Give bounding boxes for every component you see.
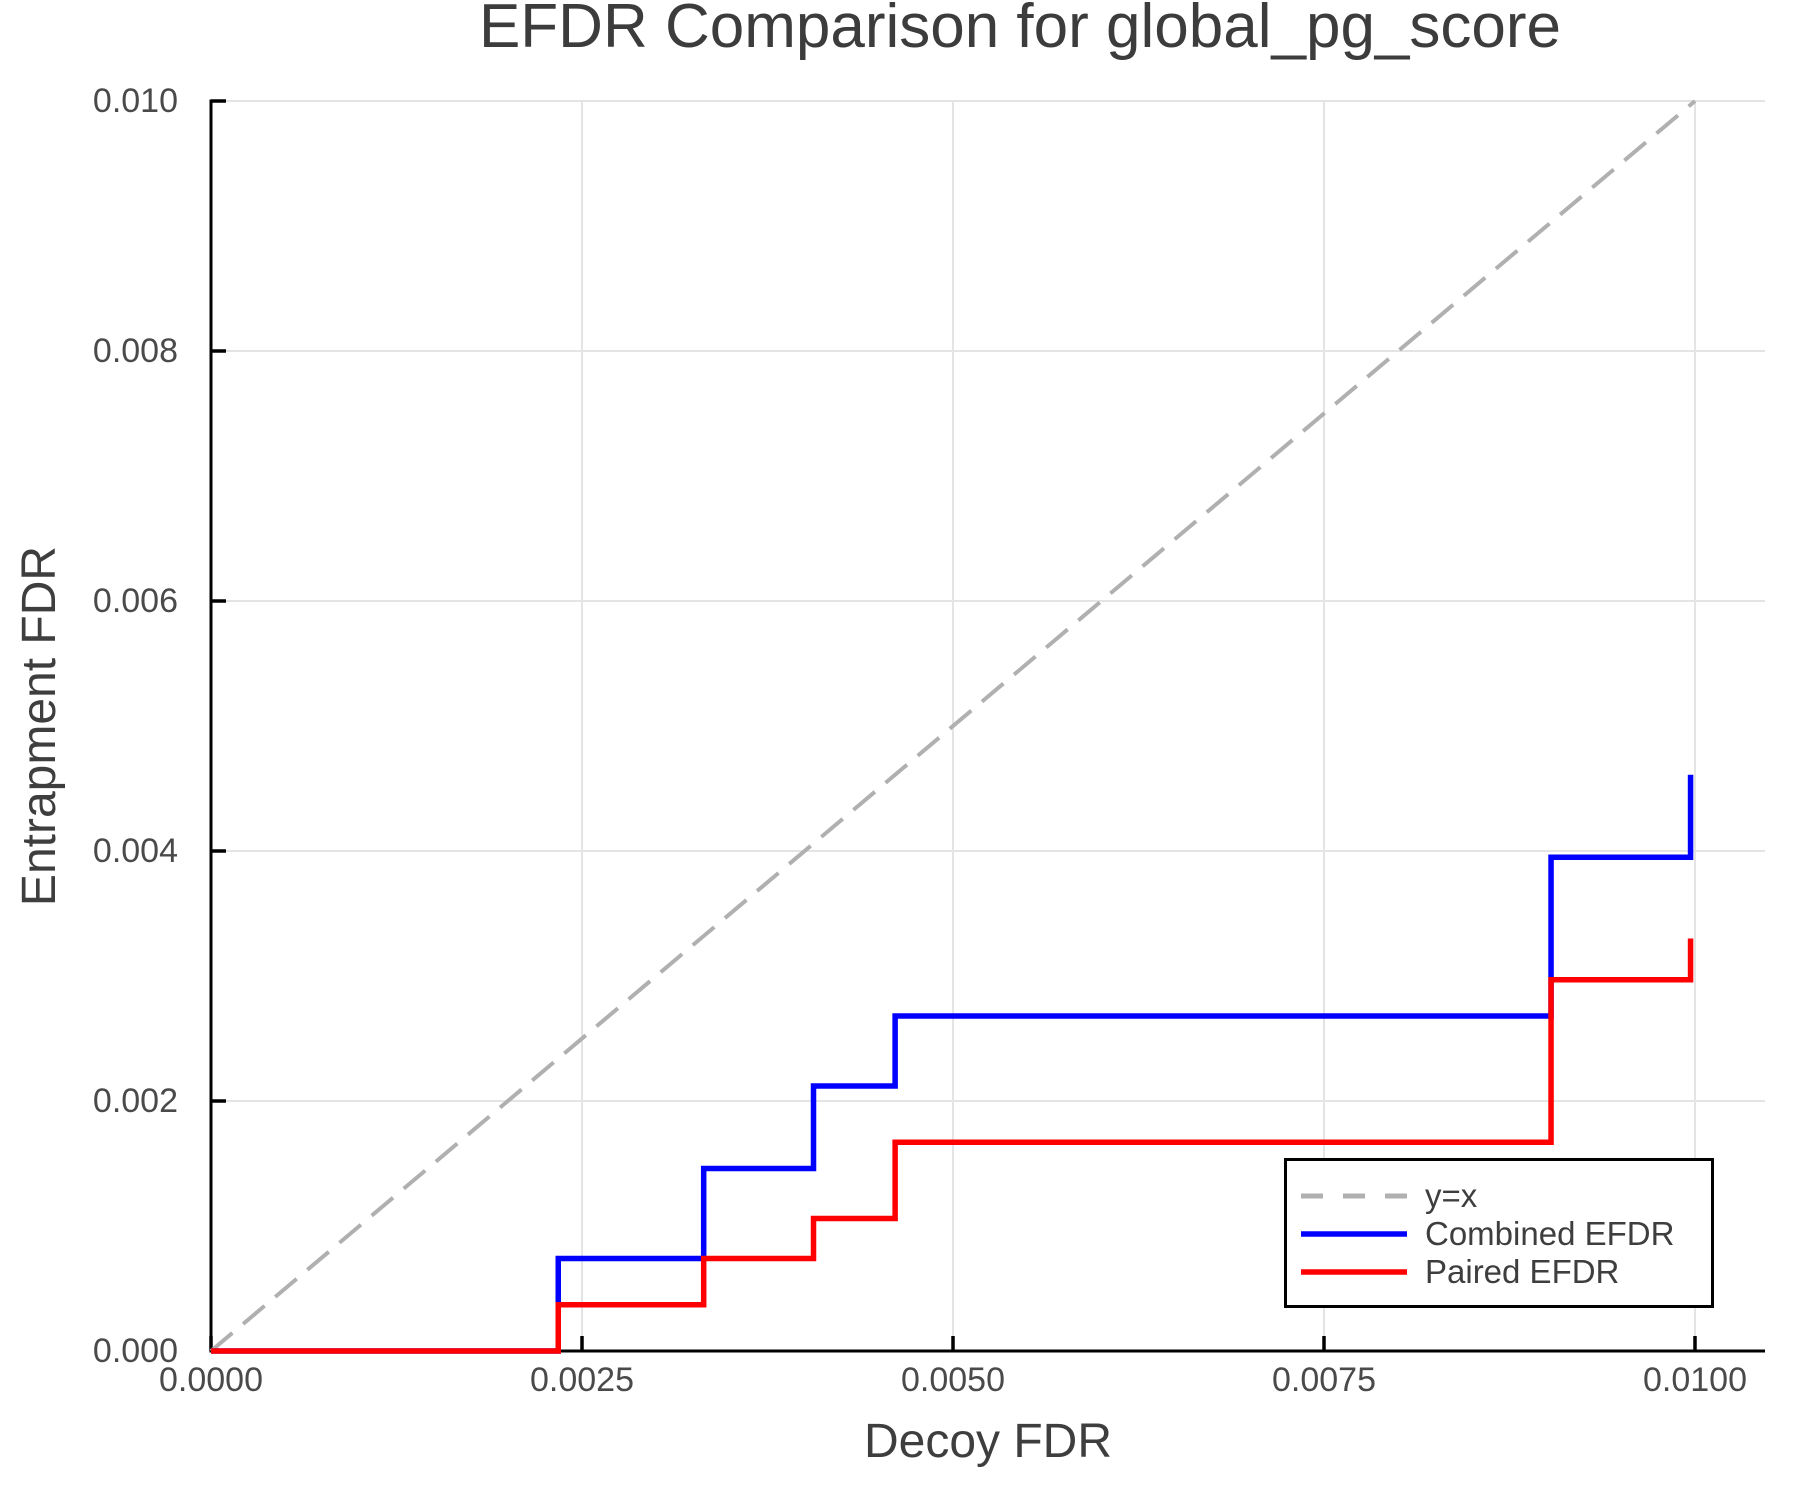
series-line-y-x: [209, 99, 1697, 1353]
x-tick-label: 0.0025: [530, 1361, 634, 1399]
series-line-combined-efdr: [211, 774, 1694, 1354]
legend-entry-yx: y=x: [1287, 1177, 1711, 1215]
legend-label-combined-efdr: Combined EFDR: [1425, 1215, 1675, 1252]
y-tick-label: 0.006: [92, 582, 178, 620]
x-axis-label: Decoy FDR: [863, 1415, 1113, 1468]
y-tick-label: 0.010: [92, 82, 178, 120]
x-tick-label: 0.0000: [159, 1361, 263, 1399]
y-tick-label: 0.004: [92, 832, 178, 870]
red-line-sample-icon: [1301, 1269, 1407, 1275]
legend-label-paired-efdr: Paired EFDR: [1425, 1253, 1620, 1290]
x-tick-label: 0.0075: [1272, 1361, 1376, 1399]
legend: y=x Combined EFDR Paired EFDR: [1284, 1158, 1714, 1308]
y-axis-label: Entrapment FDR: [13, 545, 66, 907]
y-tick-label: 0.008: [92, 332, 178, 370]
dashed-line-sample-icon: [1301, 1193, 1407, 1199]
blue-line-sample-icon: [1301, 1231, 1407, 1237]
chart-title: EFDR Comparison for global_pg_score: [478, 0, 1562, 61]
y-tick-label: 0.002: [92, 1082, 178, 1120]
legend-entry-paired-efdr: Paired EFDR: [1287, 1253, 1711, 1291]
x-tick-label: 0.0100: [1643, 1361, 1747, 1399]
legend-label-yx: y=x: [1425, 1177, 1478, 1214]
legend-entry-combined-efdr: Combined EFDR: [1287, 1215, 1711, 1253]
x-tick-label: 0.0050: [901, 1361, 1005, 1399]
series-line-paired-efdr: [211, 938, 1694, 1354]
y-tick-label: 0.000: [92, 1332, 178, 1370]
